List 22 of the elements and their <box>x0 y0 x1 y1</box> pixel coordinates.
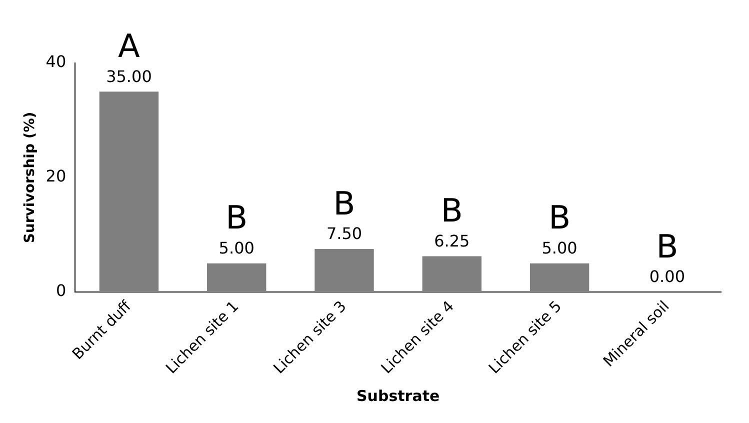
annotation: B <box>333 184 356 222</box>
y-axis-title: Survivorship (%) <box>22 112 38 244</box>
annotation: B <box>656 227 678 266</box>
bar <box>422 256 482 292</box>
bar <box>530 263 590 292</box>
bar <box>207 263 266 292</box>
bar <box>99 92 159 292</box>
data-label: 5.00 <box>542 238 578 258</box>
annotation: A <box>118 26 140 65</box>
data-label: 5.00 <box>218 238 254 258</box>
y-tick-label: 40 <box>46 52 66 72</box>
data-label: 0.00 <box>649 267 685 286</box>
annotation: B <box>226 198 248 237</box>
bar <box>314 249 374 292</box>
data-label: 7.50 <box>326 224 362 244</box>
data-label: 35.00 <box>106 66 152 86</box>
annotation: B <box>548 198 571 237</box>
x-axis-title: Substrate <box>356 386 440 405</box>
annotation: B <box>440 192 463 230</box>
y-tick-label: 20 <box>46 166 66 186</box>
data-label: 6.25 <box>434 231 470 250</box>
y-tick-label: 0 <box>56 281 66 300</box>
